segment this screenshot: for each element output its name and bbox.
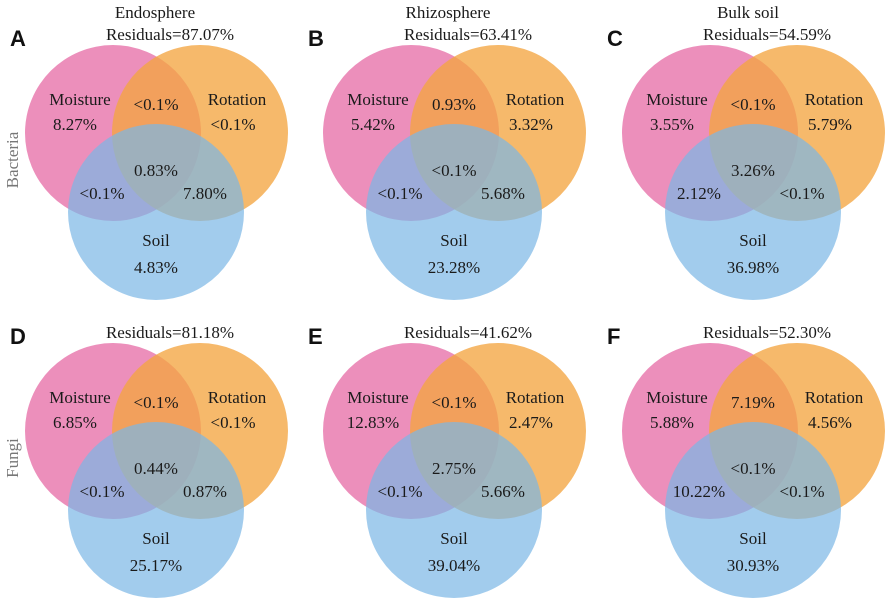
soil-value: 25.17%: [130, 556, 182, 575]
residuals-label: Residuals=52.30%: [703, 323, 831, 342]
moisture-soil-value: <0.1%: [80, 184, 125, 203]
soil-value: 36.98%: [727, 258, 779, 277]
rotation-soil-value: 0.87%: [183, 482, 227, 501]
rotation-value: 2.47%: [509, 413, 553, 432]
soil-value: 23.28%: [428, 258, 480, 277]
rotation-soil-value: 5.66%: [481, 482, 525, 501]
residuals-label: Residuals=63.41%: [404, 25, 532, 44]
residuals-label: Residuals=87.07%: [106, 25, 234, 44]
all-three-value: 0.83%: [134, 161, 178, 180]
moisture-value: 3.55%: [650, 115, 694, 134]
residuals-label: Residuals=41.62%: [404, 323, 532, 342]
moisture-label: Moisture: [347, 90, 408, 109]
moisture-soil-value: <0.1%: [378, 482, 423, 501]
rotation-value: 4.56%: [808, 413, 852, 432]
soil-value: 30.93%: [727, 556, 779, 575]
rotation-label: Rotation: [506, 90, 565, 109]
all-three-value: 2.75%: [432, 459, 476, 478]
residuals-label: Residuals=54.59%: [703, 25, 831, 44]
moisture-soil-value: 2.12%: [677, 184, 721, 203]
all-three-value: 3.26%: [731, 161, 775, 180]
panel-letter: E: [308, 324, 323, 349]
moisture-value: 5.42%: [351, 115, 395, 134]
all-three-value: <0.1%: [432, 161, 477, 180]
soil-circle: [68, 422, 244, 598]
moisture-label: Moisture: [49, 90, 110, 109]
moisture-label: Moisture: [646, 90, 707, 109]
rotation-value: <0.1%: [211, 115, 256, 134]
panel-letter: F: [607, 324, 620, 349]
soil-circle: [665, 422, 841, 598]
moisture-label: Moisture: [347, 388, 408, 407]
soil-circle: [366, 422, 542, 598]
moisture-value: 5.88%: [650, 413, 694, 432]
rotation-label: Rotation: [506, 388, 565, 407]
rotation-value: 3.32%: [509, 115, 553, 134]
rotation-soil-value: <0.1%: [780, 482, 825, 501]
rotation-label: Rotation: [805, 388, 864, 407]
row-label: Bacteria: [3, 131, 22, 188]
row-label: Fungi: [3, 438, 22, 478]
soil-label: Soil: [142, 231, 170, 250]
moisture-rotation-value: <0.1%: [134, 95, 179, 114]
moisture-rotation-value: 7.19%: [731, 393, 775, 412]
soil-circle: [366, 124, 542, 300]
moisture-soil-value: <0.1%: [378, 184, 423, 203]
rotation-soil-value: <0.1%: [780, 184, 825, 203]
moisture-soil-value: <0.1%: [80, 482, 125, 501]
soil-label: Soil: [739, 231, 767, 250]
column-title: Bulk soil: [717, 3, 779, 22]
moisture-label: Moisture: [49, 388, 110, 407]
moisture-value: 6.85%: [53, 413, 97, 432]
moisture-label: Moisture: [646, 388, 707, 407]
soil-label: Soil: [440, 529, 468, 548]
moisture-rotation-value: <0.1%: [432, 393, 477, 412]
rotation-soil-value: 5.68%: [481, 184, 525, 203]
rotation-soil-value: 7.80%: [183, 184, 227, 203]
rotation-label: Rotation: [208, 90, 267, 109]
soil-value: 39.04%: [428, 556, 480, 575]
moisture-rotation-value: 0.93%: [432, 95, 476, 114]
panel-letter: D: [10, 324, 26, 349]
moisture-rotation-value: <0.1%: [731, 95, 776, 114]
moisture-soil-value: 10.22%: [673, 482, 725, 501]
rotation-value: <0.1%: [211, 413, 256, 432]
all-three-value: 0.44%: [134, 459, 178, 478]
moisture-rotation-value: <0.1%: [134, 393, 179, 412]
panel-letter: A: [10, 26, 26, 51]
soil-label: Soil: [142, 529, 170, 548]
soil-value: 4.83%: [134, 258, 178, 277]
all-three-value: <0.1%: [731, 459, 776, 478]
rotation-value: 5.79%: [808, 115, 852, 134]
moisture-value: 12.83%: [347, 413, 399, 432]
column-title: Rhizosphere: [406, 3, 491, 22]
soil-circle: [68, 124, 244, 300]
panel-letter: B: [308, 26, 324, 51]
moisture-value: 8.27%: [53, 115, 97, 134]
column-title: Endosphere: [115, 3, 195, 22]
panel-letter: C: [607, 26, 623, 51]
soil-circle: [665, 124, 841, 300]
rotation-label: Rotation: [208, 388, 267, 407]
soil-label: Soil: [440, 231, 468, 250]
soil-label: Soil: [739, 529, 767, 548]
residuals-label: Residuals=81.18%: [106, 323, 234, 342]
rotation-label: Rotation: [805, 90, 864, 109]
